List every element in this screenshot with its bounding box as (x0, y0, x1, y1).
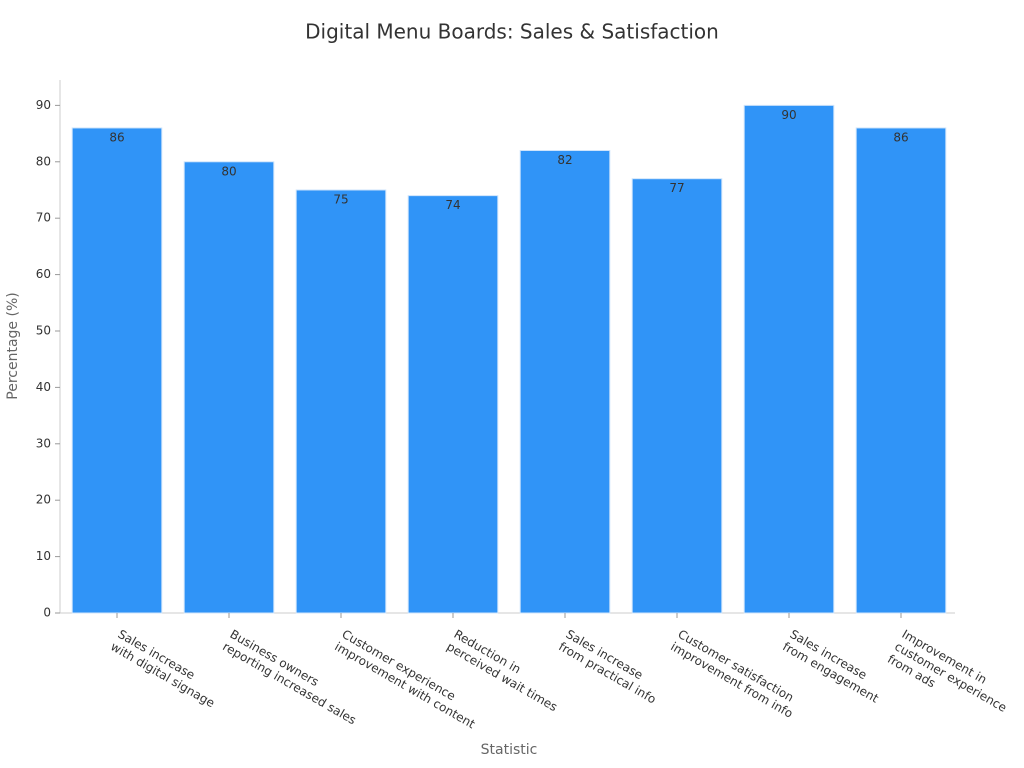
y-tick-label: 40 (36, 380, 51, 394)
y-tick-label: 70 (36, 211, 51, 225)
y-tick-label: 0 (43, 606, 51, 620)
bar (295, 189, 387, 614)
x-tick-label: Reduction inperceived wait times (445, 627, 568, 714)
value-label: 90 (781, 108, 796, 122)
y-tick-label: 90 (36, 98, 51, 112)
value-label: 74 (445, 198, 460, 212)
bar (71, 127, 163, 614)
bar (407, 195, 499, 614)
value-label: 86 (893, 130, 908, 144)
x-axis-title: Statistic (481, 742, 538, 758)
y-tick-label: 30 (36, 436, 51, 450)
value-label: 80 (221, 164, 236, 178)
x-tick-label: Improvement incustomer experiencefrom ad… (885, 627, 1016, 727)
value-label: 77 (669, 181, 684, 195)
value-label: 86 (109, 130, 124, 144)
y-tick-label: 80 (36, 154, 51, 168)
bar (183, 161, 275, 614)
y-tick-label: 50 (36, 323, 51, 337)
y-tick-label: 10 (36, 549, 51, 563)
value-label: 82 (557, 153, 572, 167)
bar (743, 104, 835, 614)
bar (855, 127, 947, 614)
y-axis-title: Percentage (%) (5, 292, 21, 399)
y-tick-label: 60 (36, 267, 51, 281)
bar (519, 150, 611, 614)
x-tick-label: Customer satisfactionimprovement from in… (669, 627, 803, 721)
bar (631, 178, 723, 614)
x-tick-label: Sales increasewith digital signage (109, 627, 225, 710)
x-tick-label: Sales increasefrom engagement (781, 627, 889, 706)
y-tick-label: 20 (36, 493, 51, 507)
x-tick-label: Sales increasefrom practical info (557, 627, 666, 707)
chart-title: Digital Menu Boards: Sales & Satisfactio… (305, 20, 719, 44)
value-label: 75 (333, 192, 348, 206)
